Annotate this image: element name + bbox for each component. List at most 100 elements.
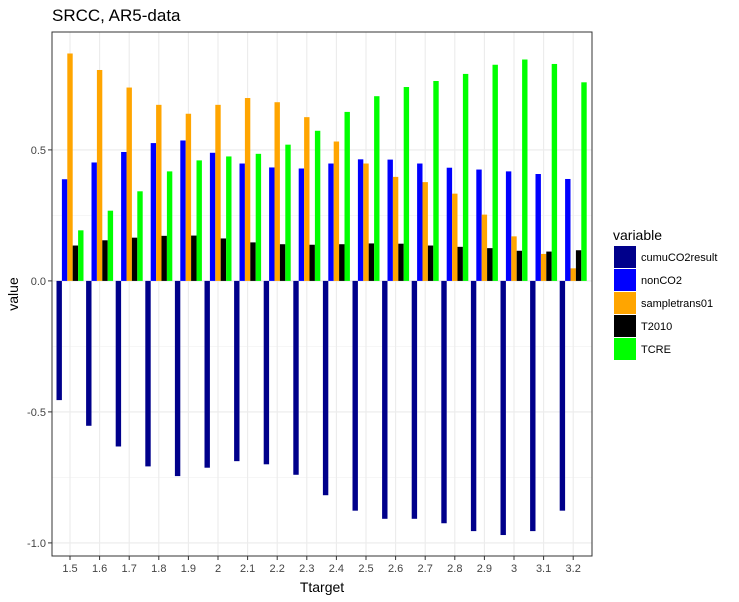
bar-cumuCO2result-2.1: [234, 280, 240, 462]
bar-TCRE-2.6: [403, 87, 410, 281]
bar-sampletrans01-1.9: [185, 113, 192, 281]
bar-TCRE-2.8: [462, 73, 469, 281]
bar-T2010-2.4: [339, 244, 345, 281]
bar-TCRE-2.4: [344, 111, 350, 281]
bar-TCRE-2.1: [255, 153, 262, 281]
bar-nonCO2-1.5: [61, 179, 68, 281]
bar-cumuCO2result-2.5: [352, 280, 358, 511]
bar-sampletrans01-2.6: [392, 176, 399, 281]
x-tick-label: 1.5: [62, 563, 77, 575]
bar-sampletrans01-2.4: [333, 141, 340, 281]
bar-T2010-3: [516, 250, 523, 281]
bar-nonCO2-2.2: [269, 167, 275, 281]
x-tick-label: 2.7: [418, 563, 433, 575]
bar-TCRE-1.9: [196, 160, 202, 281]
y-tick-label: -0.5: [27, 407, 46, 419]
y-tick-label: 0.0: [31, 276, 46, 288]
x-tick-label: 2: [215, 563, 221, 575]
bar-cumuCO2result-2.6: [382, 280, 388, 519]
x-tick-label: 2.8: [447, 563, 462, 575]
legend-label-TCRE: TCRE: [641, 344, 671, 356]
bar-T2010-1.9: [191, 235, 197, 281]
bar-sampletrans01-2.7: [422, 182, 428, 281]
x-tick-label: 1.6: [92, 563, 107, 575]
bar-sampletrans01-2: [215, 104, 221, 281]
bar-cumuCO2result-3.2: [559, 280, 566, 511]
bar-T2010-2.9: [487, 248, 493, 281]
y-tick-label: 0.5: [31, 145, 46, 157]
x-tick-label: 1.9: [181, 563, 196, 575]
bar-nonCO2-1.8: [150, 143, 157, 281]
bar-nonCO2-2.6: [387, 159, 393, 281]
bar-TCRE-2: [226, 156, 232, 281]
bar-TCRE-2.5: [374, 96, 380, 281]
x-tick-label: 2.5: [358, 563, 373, 575]
y-axis-title: value: [5, 277, 21, 311]
legend-label-sampletrans01: sampletrans01: [641, 298, 713, 310]
x-axis: 1.5 1.6 1.7 1.8 1.9 2 2.1 2.2 2.3 2.4 2.5 2.6 2.7 2.8…: [62, 556, 581, 575]
plot-border: [51, 31, 593, 557]
bar-sampletrans01-2.9: [481, 214, 488, 281]
bar-cumuCO2result-2.7: [411, 280, 418, 519]
bar-T2010-2.5: [368, 243, 375, 281]
bar-nonCO2-1.6: [91, 162, 97, 281]
legend: variable cumuCO2result nonCO2 sampletrans0…: [613, 227, 717, 360]
bar-sampletrans01-2.5: [363, 163, 369, 281]
bar-sampletrans01-3.1: [540, 253, 547, 281]
bar-sampletrans01-3: [511, 236, 517, 281]
x-tick-label: 2.9: [477, 563, 492, 575]
legend-label-nonCO2: nonCO2: [641, 275, 682, 287]
bar-cumuCO2result-2.2: [263, 280, 270, 465]
bar-cumuCO2result-1.9: [174, 280, 181, 477]
bar-nonCO2-2: [209, 152, 216, 281]
bar-T2010-3.1: [546, 251, 552, 281]
legend-label-T2010: T2010: [641, 321, 672, 333]
bar-cumuCO2result-1.5: [56, 280, 62, 401]
legend-key-sampletrans01: [614, 292, 636, 314]
bar-TCRE-3.2: [581, 82, 587, 281]
bar-sampletrans01-2.2: [274, 102, 280, 281]
x-axis-title: Ttarget: [300, 579, 344, 595]
x-tick-label: 1.8: [151, 563, 166, 575]
x-tick-label: 2.6: [388, 563, 403, 575]
legend-key-cumuCO2result: [614, 246, 636, 268]
bar-cumuCO2result-1.8: [145, 280, 151, 467]
bar-TCRE-2.3: [314, 130, 321, 281]
bar-TCRE-3.1: [551, 63, 558, 281]
bar-T2010-2.8: [457, 246, 463, 281]
bar-T2010-2.2: [279, 244, 286, 281]
bar-T2010-1.6: [102, 240, 108, 281]
x-tick-label: 2.3: [299, 563, 314, 575]
bar-TCRE-1.7: [137, 191, 143, 281]
bar-cumuCO2result-1.6: [86, 280, 92, 426]
bar-TCRE-1.5: [78, 230, 84, 281]
bar-TCRE-2.2: [285, 144, 291, 281]
bar-sampletrans01-1.7: [126, 87, 132, 281]
bar-cumuCO2result-1.7: [115, 280, 122, 447]
bar-nonCO2-1.7: [121, 151, 127, 281]
bar-nonCO2-2.3: [298, 168, 305, 281]
bar-nonCO2-3: [505, 171, 512, 281]
bar-T2010-1.7: [131, 237, 138, 281]
bar-TCRE-1.6: [107, 210, 114, 281]
bar-T2010-2: [220, 238, 227, 281]
bar-sampletrans01-2.1: [244, 98, 251, 281]
bar-nonCO2-2.1: [239, 163, 245, 281]
x-tick-label: 2.4: [329, 563, 344, 575]
bar-nonCO2-2.8: [446, 167, 453, 281]
bar-nonCO2-2.7: [417, 163, 423, 281]
bar-sampletrans01-1.6: [96, 69, 103, 281]
bar-nonCO2-2.9: [476, 169, 482, 281]
bar-sampletrans01-1.8: [156, 104, 162, 281]
bar-T2010-2.6: [398, 243, 404, 281]
bar-cumuCO2result-2.8: [441, 280, 447, 524]
bar-cumuCO2result-3.1: [530, 280, 536, 532]
bar-T2010-2.3: [309, 244, 315, 281]
bar-cumuCO2result-2.3: [293, 280, 299, 475]
bar-cumuCO2result-2: [204, 280, 210, 468]
bar-nonCO2-1.9: [180, 140, 186, 281]
chart-title: SRCC, AR5-data: [52, 6, 181, 25]
bar-T2010-2.7: [427, 245, 434, 281]
y-axis: -1.0 -0.5 0.0 0.5: [27, 145, 52, 550]
